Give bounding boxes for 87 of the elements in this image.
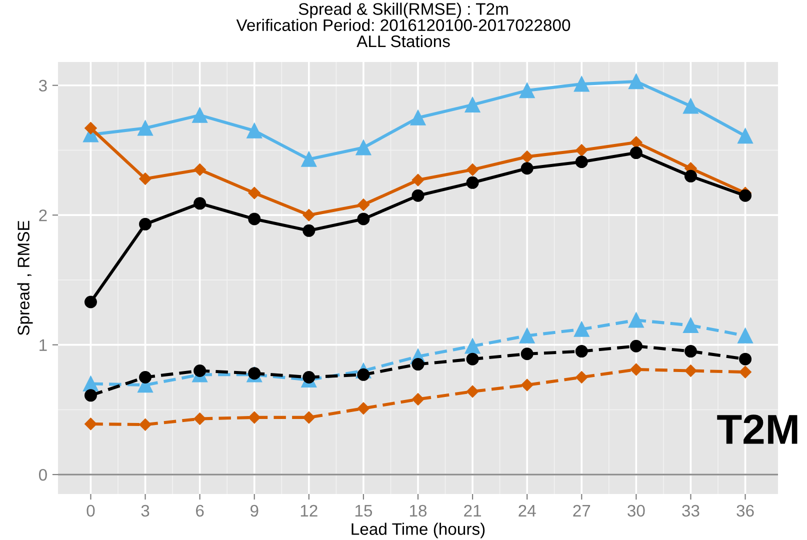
- point: [738, 328, 753, 344]
- y-tick-label: 1: [40, 339, 47, 351]
- point: [684, 364, 697, 377]
- point: [739, 366, 752, 378]
- point: [302, 208, 316, 222]
- point: [630, 146, 642, 160]
- annotation: T2M: [717, 414, 798, 444]
- point: [84, 296, 97, 308]
- point: [466, 352, 479, 366]
- point: [575, 156, 588, 168]
- point: [630, 363, 642, 376]
- point: [192, 108, 208, 123]
- point: [466, 385, 479, 398]
- point: [520, 378, 534, 392]
- x-tick-label: 36: [736, 504, 754, 517]
- point: [410, 110, 426, 126]
- x-tick-label: 15: [355, 505, 372, 517]
- point: [520, 150, 534, 163]
- point: [302, 411, 316, 424]
- x-tick-label: 0: [86, 504, 95, 517]
- point: [738, 128, 753, 144]
- point: [138, 120, 153, 136]
- point: [520, 162, 534, 175]
- x-tick-label: 27: [573, 504, 590, 516]
- point: [194, 364, 206, 378]
- chart-title: Spread & Skill(RMSE) : T2m Verification Period: 2016120100-2017022800 ALL Stations: [236, 2, 570, 48]
- x-tick-label: 6: [196, 504, 204, 517]
- point: [466, 164, 479, 176]
- point: [683, 318, 698, 333]
- x-tick-label: 21: [464, 504, 481, 516]
- point: [412, 189, 424, 202]
- point: [84, 122, 97, 134]
- point: [628, 74, 644, 90]
- point: [574, 76, 590, 92]
- point: [412, 393, 424, 406]
- point: [302, 224, 316, 237]
- point: [246, 123, 262, 138]
- point: [519, 82, 535, 98]
- x-tick-label: 33: [682, 504, 700, 517]
- point: [739, 352, 752, 366]
- x-tick-label: 30: [628, 504, 645, 517]
- point: [630, 340, 642, 352]
- point: [357, 212, 370, 226]
- x-tick-label: 24: [518, 504, 536, 516]
- point: [412, 174, 424, 186]
- point: [84, 418, 97, 430]
- point: [520, 348, 534, 360]
- point: [248, 212, 261, 226]
- point: [194, 164, 206, 176]
- point: [194, 412, 206, 425]
- point: [139, 418, 152, 431]
- point: [194, 197, 206, 210]
- point: [576, 144, 588, 156]
- point: [357, 402, 370, 414]
- point: [302, 370, 316, 384]
- point: [683, 98, 698, 114]
- x-tick-label: 18: [410, 504, 427, 517]
- point: [357, 198, 370, 211]
- point: [139, 370, 152, 384]
- y-axis-title: Spread , RMSE: [17, 220, 33, 336]
- x-tick-label: 3: [141, 504, 150, 517]
- point: [575, 345, 588, 358]
- y-tick-label: 0: [38, 468, 47, 481]
- point: [412, 358, 424, 371]
- point: [248, 186, 260, 200]
- point: [464, 338, 480, 354]
- y-tick-label: 3: [38, 80, 47, 92]
- point: [684, 170, 697, 182]
- point: [684, 345, 697, 358]
- point: [248, 411, 260, 424]
- point: [576, 371, 588, 384]
- point: [83, 376, 98, 392]
- point: [574, 322, 590, 337]
- x-axis-title: Lead Time (hours): [352, 522, 485, 538]
- point: [84, 389, 97, 402]
- point: [739, 189, 752, 202]
- x-tick-label: 9: [250, 504, 258, 517]
- point: [139, 172, 152, 185]
- y-tick-label: 2: [39, 209, 47, 222]
- point: [356, 140, 372, 156]
- point: [464, 97, 480, 112]
- x-tick-label: 12: [300, 504, 318, 516]
- point: [519, 328, 535, 344]
- point: [466, 176, 479, 189]
- point: [139, 218, 152, 230]
- point: [628, 312, 644, 328]
- point: [301, 152, 317, 167]
